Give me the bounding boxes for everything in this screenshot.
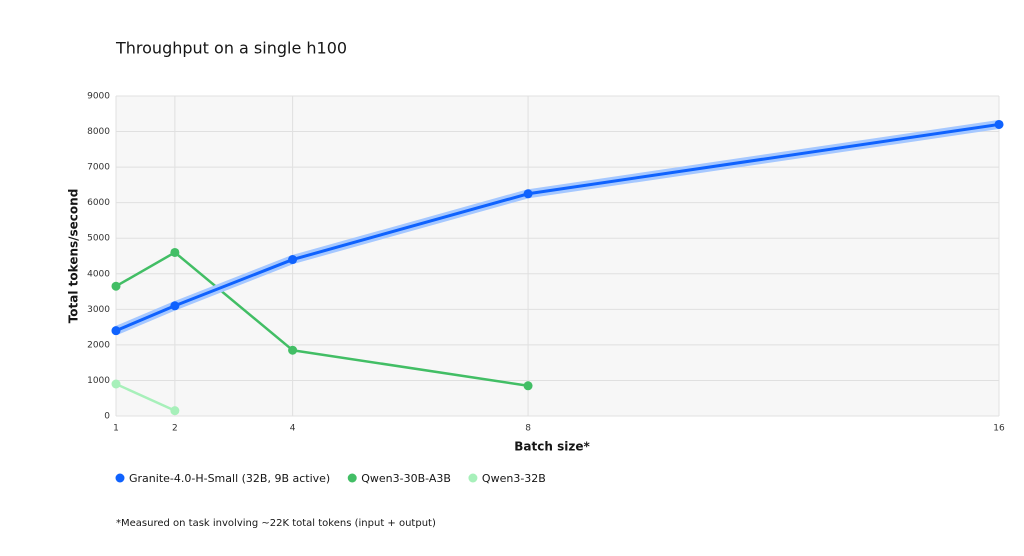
point <box>111 379 121 389</box>
x-axis-label: Batch size* <box>514 440 590 454</box>
legend-marker <box>115 473 125 483</box>
point <box>288 345 298 355</box>
y-tick-label: 5000 <box>87 234 110 244</box>
x-tick-label: 8 <box>525 424 531 434</box>
legend-marker <box>347 473 357 483</box>
y-axis-label: Total tokens/second <box>67 189 81 324</box>
point <box>111 326 121 336</box>
y-tick-label: 8000 <box>87 127 110 137</box>
legend-label: Qwen3-30B-A3B <box>361 472 451 485</box>
y-tick-label: 6000 <box>87 198 110 208</box>
point <box>288 255 298 265</box>
footnote: *Measured on task involving ~22K total t… <box>116 518 436 529</box>
point <box>170 406 180 416</box>
legend-marker <box>468 473 478 483</box>
y-tick-label: 1000 <box>87 376 110 386</box>
y-tick-label: 7000 <box>87 163 110 173</box>
line <box>115 382 176 412</box>
y-tick-label: 0 <box>104 412 110 422</box>
x-tick-label: 4 <box>290 424 296 434</box>
point <box>170 247 180 257</box>
point <box>111 281 121 291</box>
x-tick-label: 2 <box>172 424 178 434</box>
line <box>115 251 529 388</box>
y-tick-label: 4000 <box>87 269 110 279</box>
point <box>523 381 533 391</box>
legend-label: Granite-4.0-H-Small (32B, 9B active) <box>129 472 330 485</box>
point <box>994 119 1004 129</box>
y-tick-label: 2000 <box>87 340 110 350</box>
y-tick-label: 3000 <box>87 305 110 315</box>
chart-title: Throughput on a single h100 <box>115 39 347 58</box>
point <box>170 301 180 311</box>
point <box>523 189 533 199</box>
x-tick-label: 1 <box>113 424 119 434</box>
y-tick-label: 9000 <box>87 92 110 102</box>
x-tick-label: 16 <box>993 424 1005 434</box>
legend-label: Qwen3-32B <box>482 472 546 485</box>
